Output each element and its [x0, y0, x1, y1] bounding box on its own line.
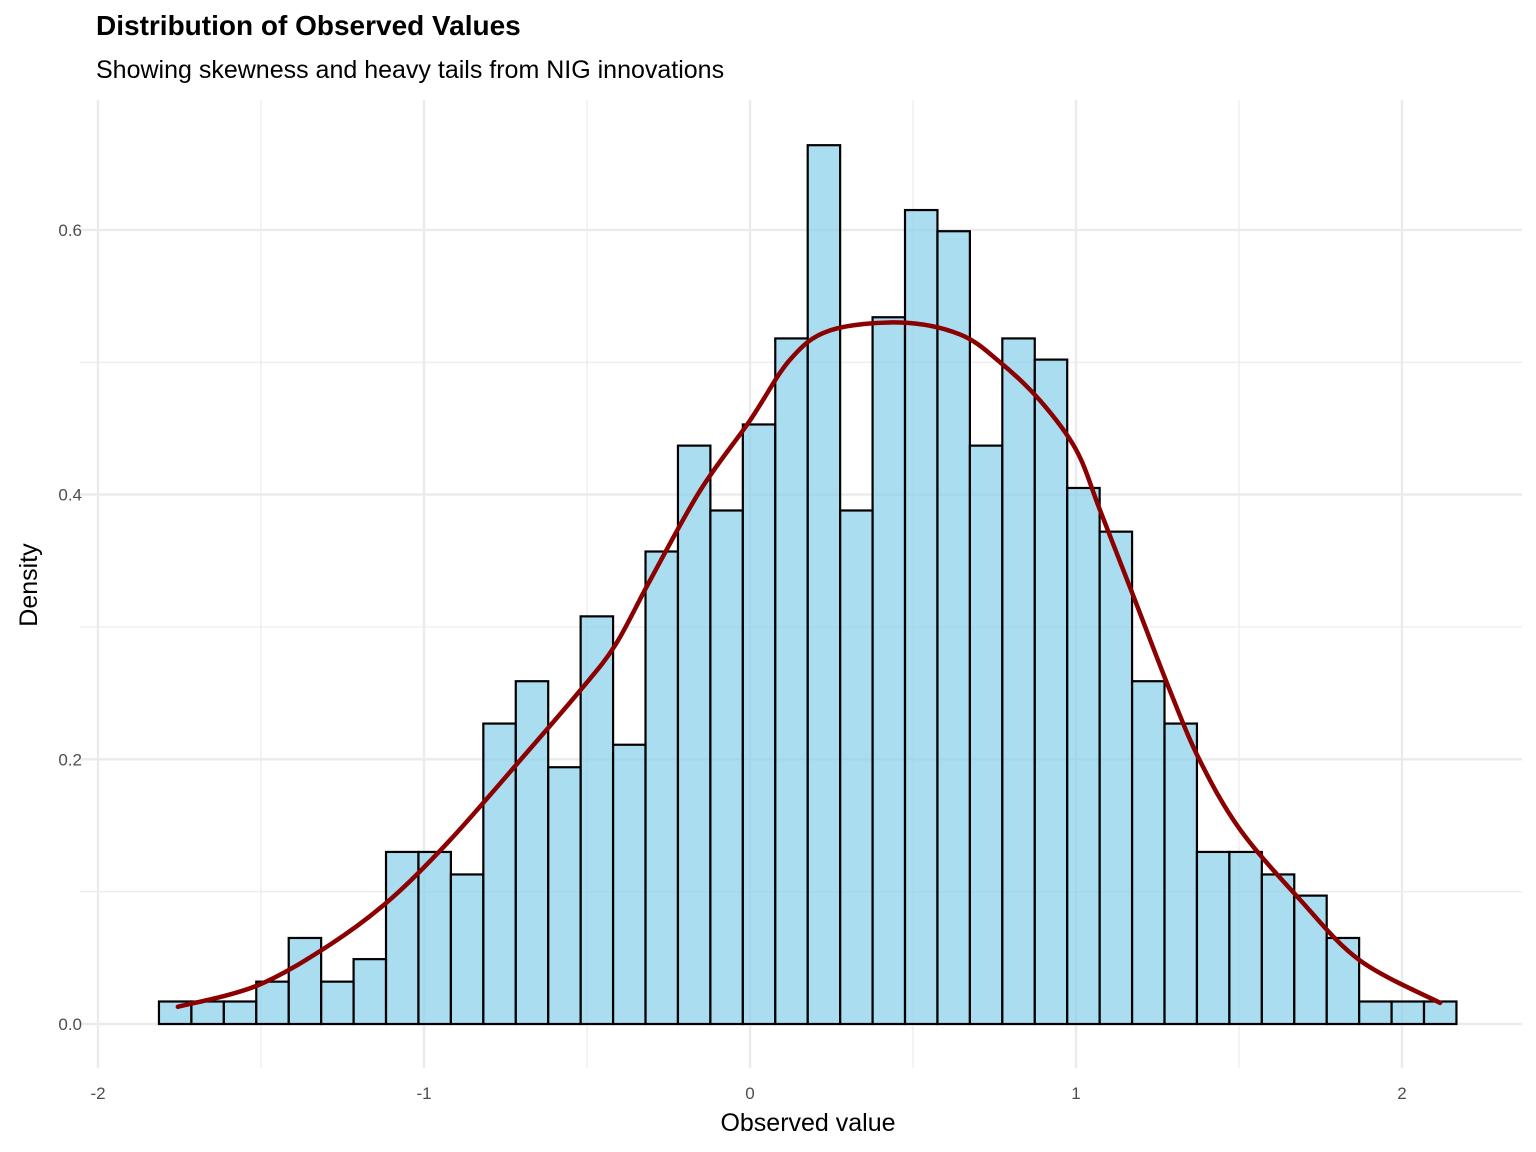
histogram-bar: [709, 509, 744, 1026]
histogram-bar: [1130, 680, 1166, 1026]
axis-ticks: -2 -1 0 1 2 0.0 0.2 0.4 0.6: [58, 221, 1406, 1103]
histogram-bar: [1195, 850, 1231, 1026]
histogram-bar: [579, 615, 615, 1026]
histogram-bar: [839, 509, 874, 1026]
density-curve: [175, 320, 1443, 1010]
histogram-bar: [903, 208, 939, 1026]
x-tick-label: 0: [745, 1084, 754, 1103]
x-tick-label: -1: [416, 1084, 431, 1103]
histogram-bar: [1001, 337, 1036, 1026]
chart-subtitle: Showing skewness and heavy tails from NI…: [96, 56, 725, 84]
histogram-bar: [1228, 850, 1263, 1026]
histogram-bar: [1390, 1000, 1426, 1026]
histogram-bar: [774, 337, 809, 1026]
histogram-bar: [1293, 894, 1328, 1026]
histogram-bar: [255, 980, 290, 1026]
histogram-bar: [352, 958, 388, 1026]
histogram-bar: [1066, 486, 1101, 1026]
y-axis-label: Density: [15, 543, 43, 627]
histogram-bar: [1163, 722, 1199, 1026]
histogram-bar: [1260, 873, 1296, 1026]
histogram-bar: [1325, 936, 1361, 1026]
histogram-bar: [1358, 1000, 1393, 1026]
histogram-bar: [936, 230, 971, 1026]
histogram-bar: [1033, 358, 1069, 1026]
x-tick-label: -2: [90, 1084, 105, 1103]
histogram-bar: [1098, 530, 1134, 1026]
histogram-bar: [871, 316, 907, 1026]
x-tick-label: 1: [1071, 1084, 1080, 1103]
chart-title: Distribution of Observed Values: [96, 10, 521, 41]
histogram-bar: [417, 850, 452, 1026]
y-tick-label: 0.0: [58, 1015, 82, 1034]
y-tick-label: 0.4: [58, 486, 82, 505]
histogram-bar: [222, 1000, 258, 1026]
histogram-bar: [190, 1000, 225, 1026]
histogram-bar: [320, 980, 355, 1026]
histogram-bar: [741, 423, 777, 1026]
histogram-bar: [968, 444, 1004, 1026]
histogram-bar: [644, 550, 680, 1026]
density-curve-group: [175, 320, 1443, 1010]
histogram-bar: [611, 743, 647, 1026]
histogram-bar: [806, 144, 842, 1026]
histogram-bar: [676, 444, 712, 1026]
y-tick-label: 0.2: [58, 750, 82, 769]
x-axis-label: Observed value: [720, 1109, 895, 1137]
histogram-bar: [547, 766, 582, 1026]
histogram-bar: [449, 873, 485, 1026]
y-tick-label: 0.6: [58, 221, 82, 240]
histogram-bar: [514, 680, 550, 1026]
x-tick-label: 2: [1397, 1084, 1406, 1103]
